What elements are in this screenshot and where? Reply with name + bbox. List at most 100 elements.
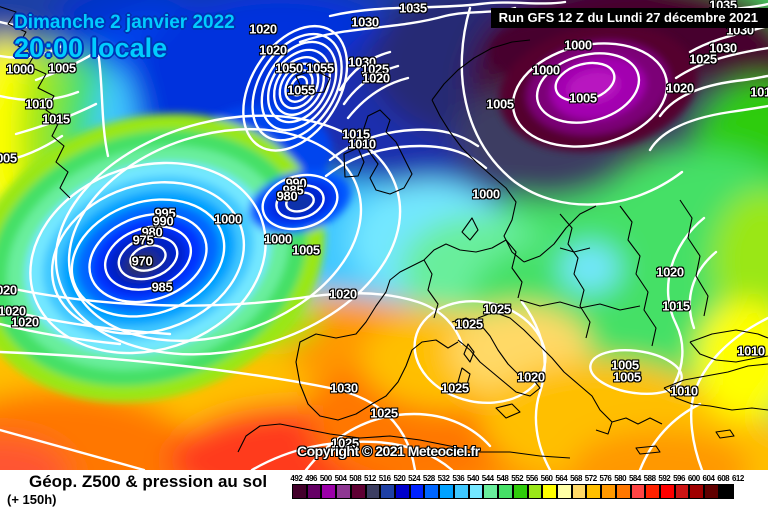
pressure-label: 1020 [517,369,545,385]
color-scale-box [468,484,484,499]
copyright-label: Copyright © 2021 Meteociel.fr [297,443,480,459]
color-scale-box [556,484,572,499]
pressure-label: 970 [131,253,153,269]
color-scale-tick: 552 [511,474,524,483]
color-scale-box [365,484,381,499]
forecast-hour-label: (+ 150h) [7,492,57,507]
pressure-label: 1000 [6,61,34,77]
pressure-label: 1030 [351,14,379,30]
pressure-label: 985 [282,182,304,198]
color-scale-ticks: 492 496 500 504 508 512 516 520 524 528 532 536 540 5… [289,474,745,483]
pressure-label: 1000 [214,211,242,227]
pressure-label: 1000 [532,62,560,78]
color-scale-box [645,484,660,499]
color-scale-box [409,484,425,499]
pressure-label: 1025 [370,405,398,421]
color-scale-tick: 500 [319,474,332,483]
color-scale-tick: 608 [717,474,730,483]
pressure-label: 1025 [483,301,511,317]
pressure-label: 1015 [342,126,370,142]
color-scale-box [292,484,307,499]
color-scale-tick: 524 [408,474,421,483]
color-scale-box [689,484,705,499]
color-scale-tick: 556 [525,474,538,483]
pressure-label: 1010 [737,343,765,359]
pressure-label: 1015 [750,84,768,100]
pressure-label: 980 [141,224,163,240]
color-scale-box [321,484,337,499]
color-scale-box [453,484,469,499]
color-scale-tick: 596 [673,474,685,483]
color-scale-tick: 604 [702,474,715,483]
color-scale-box [659,484,675,499]
pressure-label: 1005 [292,242,320,258]
color-scale-box [498,484,513,499]
pressure-label: 1005 [0,150,17,166]
pressure-label: 1020 [0,282,17,298]
color-scale-box [424,484,440,499]
color-scale-tick: 548 [496,474,509,483]
pressure-label: 1030 [348,54,376,70]
color-scale-tick: 492 [290,474,303,483]
pressure-label: 1050 [275,60,303,76]
pressure-label: 1000 [472,186,500,202]
model-run-banner: Run GFS 12 Z du Lundi 27 décembre 2021 [490,8,768,28]
pressure-label: 1025 [689,51,717,67]
color-scale-box [718,484,734,499]
pressure-label: 1025 [361,61,389,77]
color-scale-box [380,484,396,499]
pressure-label: 1015 [42,111,70,127]
coastlines [0,6,768,459]
color-scale-tick: 532 [437,474,450,483]
pressure-label: 1025 [455,316,483,332]
pressure-label: 1010 [670,383,698,399]
pressure-label: 1025 [331,435,359,451]
color-scale-box [542,484,557,499]
color-scale-box [439,484,454,499]
color-scale [292,484,734,499]
color-scale-tick: 508 [349,474,362,483]
weather-map: 1000100510101015100510201020103510301030… [0,0,768,470]
color-scale-box [601,484,616,499]
pressure-label: 1055 [306,60,334,76]
valid-date-label: Dimanche 2 janvier 2022 [14,12,235,33]
pressure-label: 1020 [249,21,277,37]
pressure-label: 1020 [656,264,684,280]
color-scale-tick: 584 [628,474,641,483]
color-scale-tick: 516 [378,474,391,483]
color-scale-box [336,484,351,499]
pressure-label: 980 [276,188,298,204]
color-scale-box [306,484,322,499]
pressure-label: 1025 [441,380,469,396]
pressure-label: 990 [152,213,174,229]
color-scale-tick: 560 [540,474,553,483]
color-scale-tick: 600 [687,474,700,483]
color-scale-tick: 580 [614,474,627,483]
color-scale-box [571,484,587,499]
pressure-label: 1020 [362,70,390,86]
pressure-label: 1030 [709,40,737,56]
pressure-label: 1055 [287,82,315,98]
color-scale-box [512,484,528,499]
pressure-label: 1010 [348,136,376,152]
product-title: Géop. Z500 & pression au sol [29,472,268,491]
pressure-label: 1035 [399,0,427,16]
pressure-label: 1020 [666,80,694,96]
color-scale-box [350,484,366,499]
pressure-label: 1005 [486,96,514,112]
color-scale-box [483,484,499,499]
color-scale-tick: 528 [422,474,435,483]
color-scale-tick: 592 [658,474,671,483]
pressure-label: 1020 [259,42,287,58]
pressure-label: 1005 [613,369,641,385]
color-scale-box [704,484,719,499]
valid-datetime-overlay: Dimanche 2 janvier 2022 20:00 locale [14,13,235,62]
pressure-label: 1035 [709,0,737,13]
valid-time-label: 20:00 locale [14,33,168,63]
color-scale-tick: 520 [393,474,406,483]
pressure-label: 1000 [264,231,292,247]
color-scale-tick: 588 [643,474,656,483]
color-scale-tick: 612 [731,474,744,483]
pressure-label: 990 [285,175,307,191]
